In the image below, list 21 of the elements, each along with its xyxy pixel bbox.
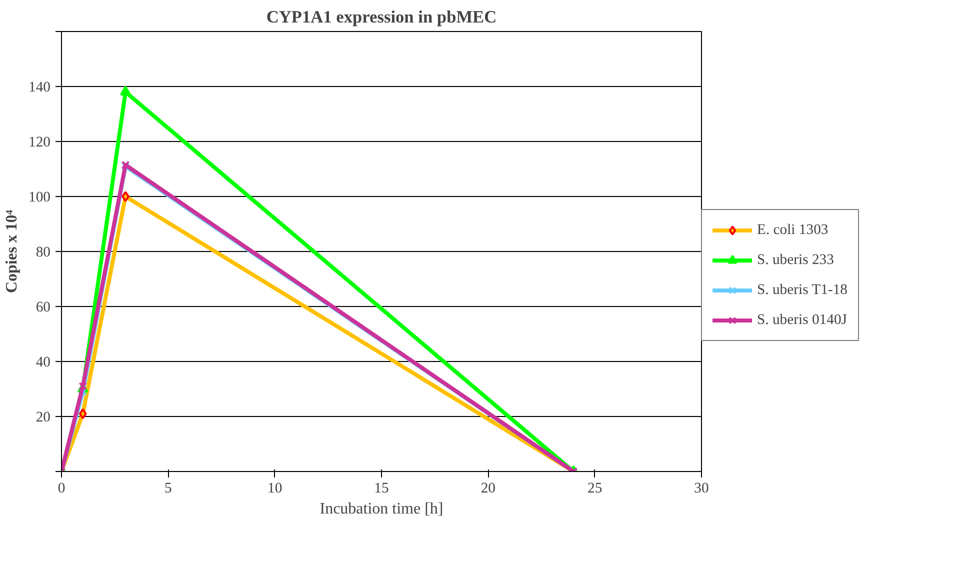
x-tick-label: 0 <box>58 480 66 496</box>
x-tick-label: 30 <box>694 480 709 496</box>
x-tick-label: 20 <box>480 480 496 496</box>
y-tick-label: 20 <box>36 410 50 426</box>
legend-label: E. coli 1303 <box>757 222 828 238</box>
y-tick-label: 40 <box>36 354 50 370</box>
x-tick-label: 5 <box>164 480 172 496</box>
chart-title: CYP1A1 expression in pbMEC <box>266 8 497 26</box>
legend-label: S. uberis 233 <box>757 252 834 268</box>
x-tick-label: 10 <box>268 480 282 496</box>
x-tick-label: 25 <box>588 480 602 496</box>
y-tick-label: 80 <box>36 244 50 260</box>
y-axis-title: Copies x 10⁴ <box>4 210 21 294</box>
x-axis-title: Incubation time [h] <box>320 500 444 518</box>
y-tick-label: 100 <box>28 190 50 206</box>
legend-label: S. uberis 0140J <box>757 312 847 328</box>
y-tick-label: 60 <box>36 300 50 316</box>
legend-label: S. uberis T1-18 <box>757 282 848 298</box>
x-tick-label: 15 <box>374 480 389 496</box>
y-tick-label: 140 <box>28 80 50 96</box>
y-tick-label: 120 <box>28 134 50 150</box>
